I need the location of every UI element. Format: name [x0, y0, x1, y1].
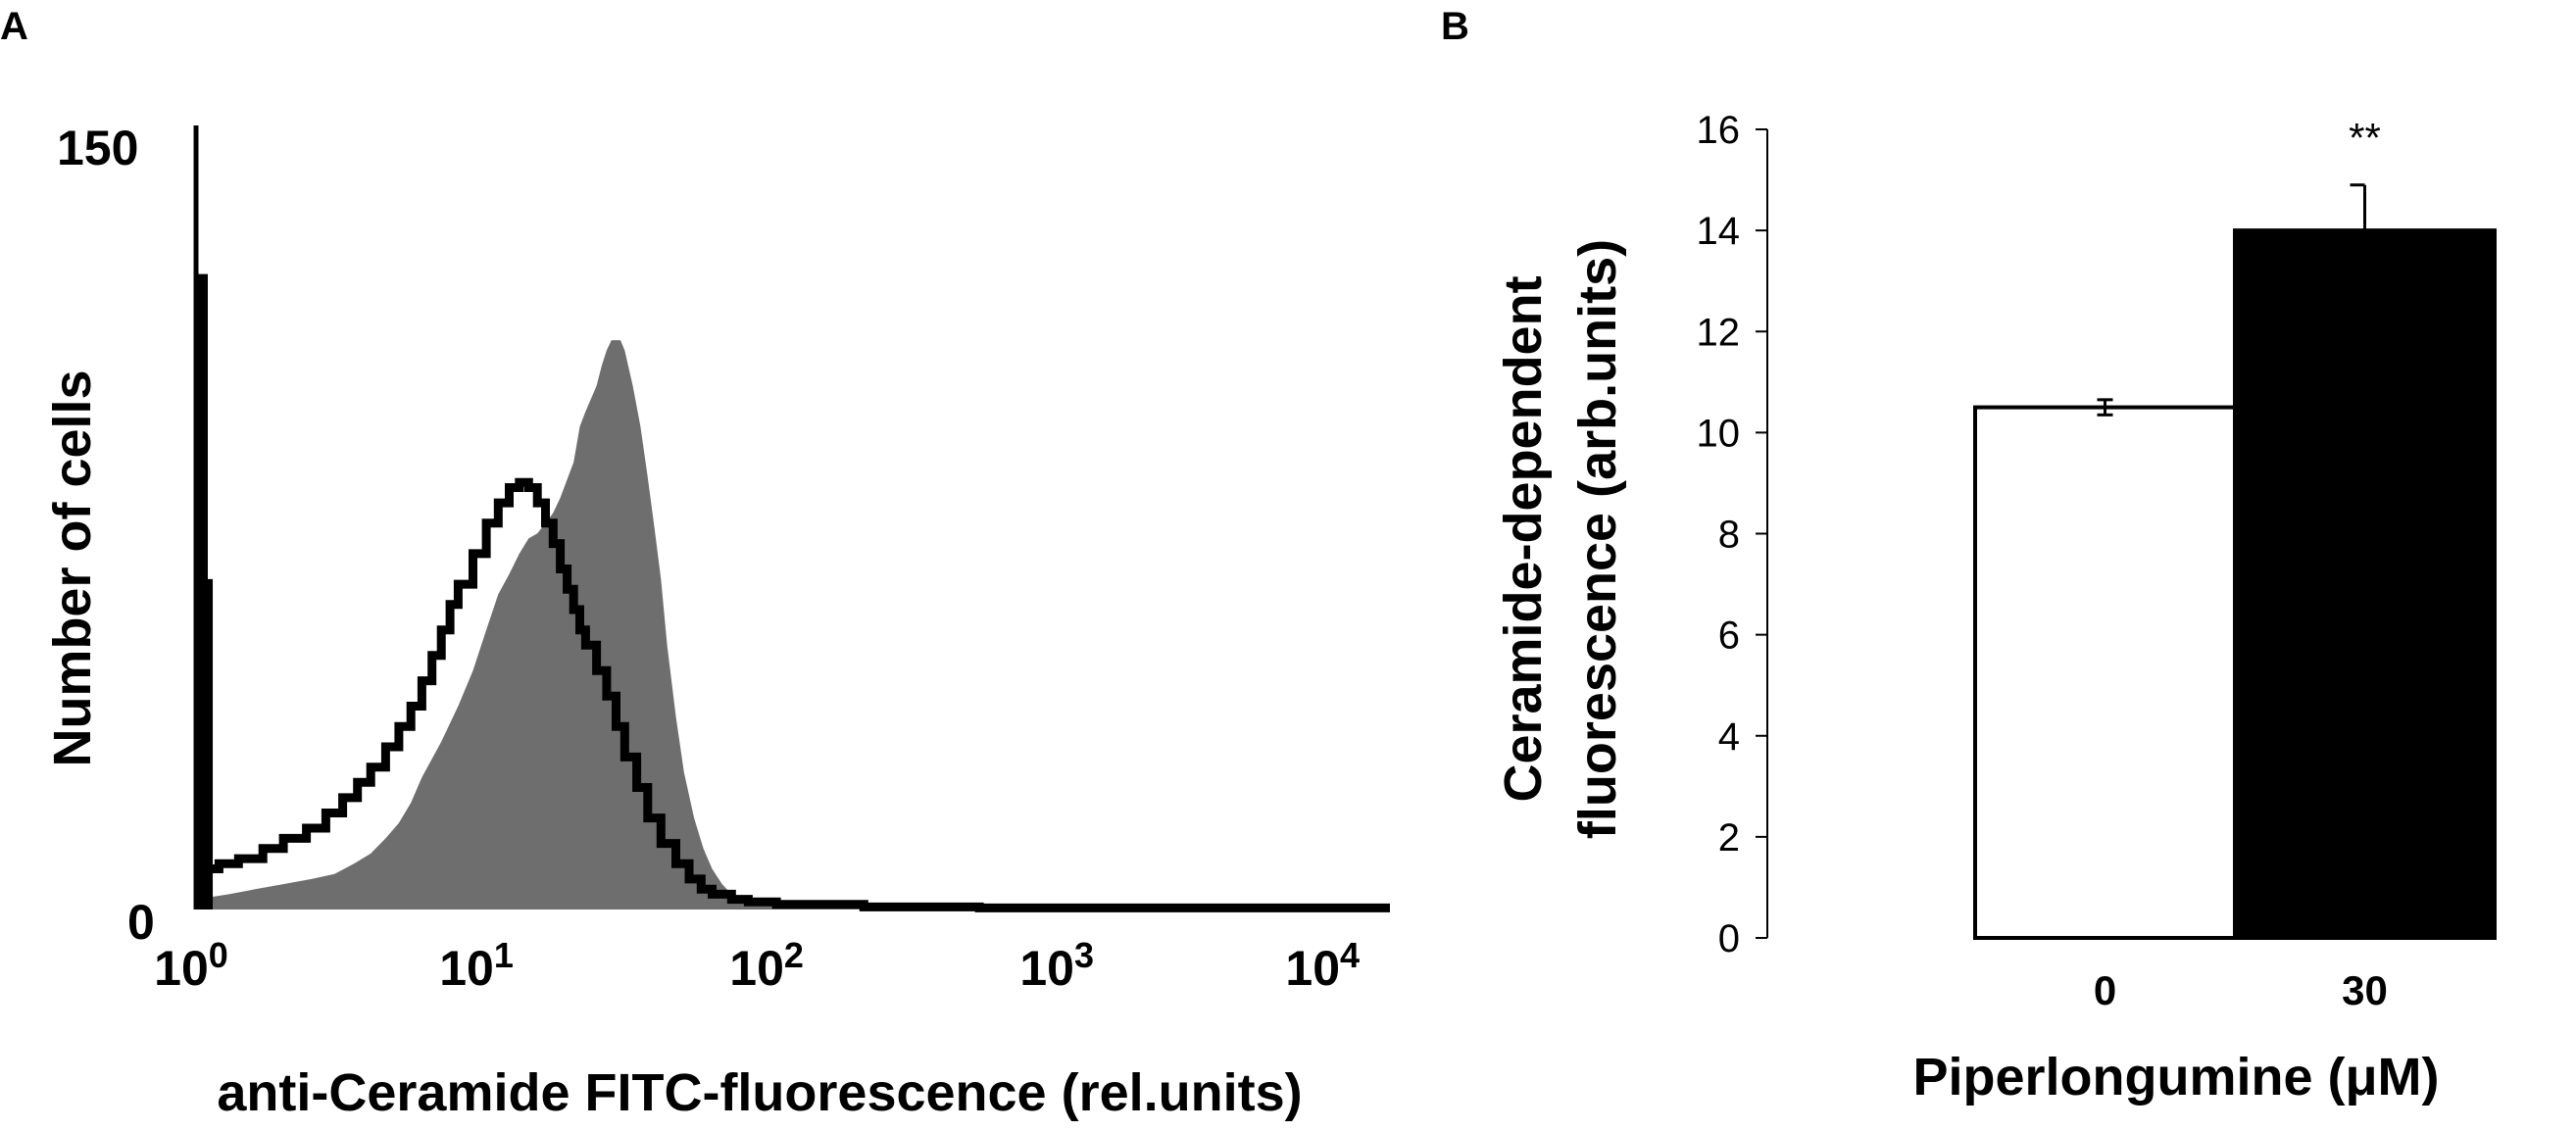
- category-label: 30: [2342, 967, 2388, 1013]
- y-tick-label: 16: [1697, 109, 1741, 152]
- histogram-outline-series: [196, 477, 1390, 912]
- category-label: 0: [2094, 967, 2116, 1013]
- panel-a-letter: A: [0, 5, 28, 48]
- bar-0: [1973, 405, 2237, 940]
- y-tick-label: 12: [1697, 311, 1741, 354]
- y-axis-title-line-2: fluorescence (arb.units): [1568, 239, 1627, 839]
- x-tick-label: 101: [439, 935, 514, 996]
- y-axis-title-line-1: Ceramide-dependent: [1494, 275, 1553, 802]
- x-tick-label: 103: [1019, 935, 1094, 996]
- bar-30: [2233, 228, 2497, 940]
- panel-b-letter: B: [1441, 5, 1469, 48]
- x-axis-title: Piperlongumine (μM): [1912, 1048, 2439, 1106]
- y-tick-label: 4: [1718, 715, 1740, 759]
- y-tick-label: 14: [1697, 210, 1741, 253]
- histogram-layers: [196, 273, 1390, 912]
- y-tick-label: 6: [1718, 615, 1740, 658]
- histogram-filled-series: [196, 340, 1390, 910]
- x-axis-title: anti-Ceramide FITC-fluorescence (rel.uni…: [217, 1063, 1302, 1122]
- panel-a: A 150 0 100 101 102 103 104 Number of cells …: [0, 5, 1390, 1122]
- bar-plot: 0 2 4 6 8 10 12 14 16 0 30 **: [1697, 109, 2497, 1013]
- y-tick-label-150: 150: [57, 121, 138, 175]
- x-tick-label: 102: [729, 935, 804, 996]
- y-tick-label-0: 0: [127, 895, 155, 950]
- y-tick-label: 2: [1718, 816, 1740, 860]
- x-tick-label: 104: [1285, 935, 1360, 996]
- x-tick-labels: 100 101 102 103 104: [154, 935, 1360, 996]
- y-tick-label: 10: [1697, 412, 1741, 455]
- y-axis-title: Number of cells: [43, 369, 102, 766]
- significance-label: **: [2349, 115, 2381, 161]
- y-tick-label: 8: [1718, 514, 1740, 557]
- x-tick-label: 100: [154, 935, 228, 996]
- y-tick-label: 0: [1718, 917, 1740, 960]
